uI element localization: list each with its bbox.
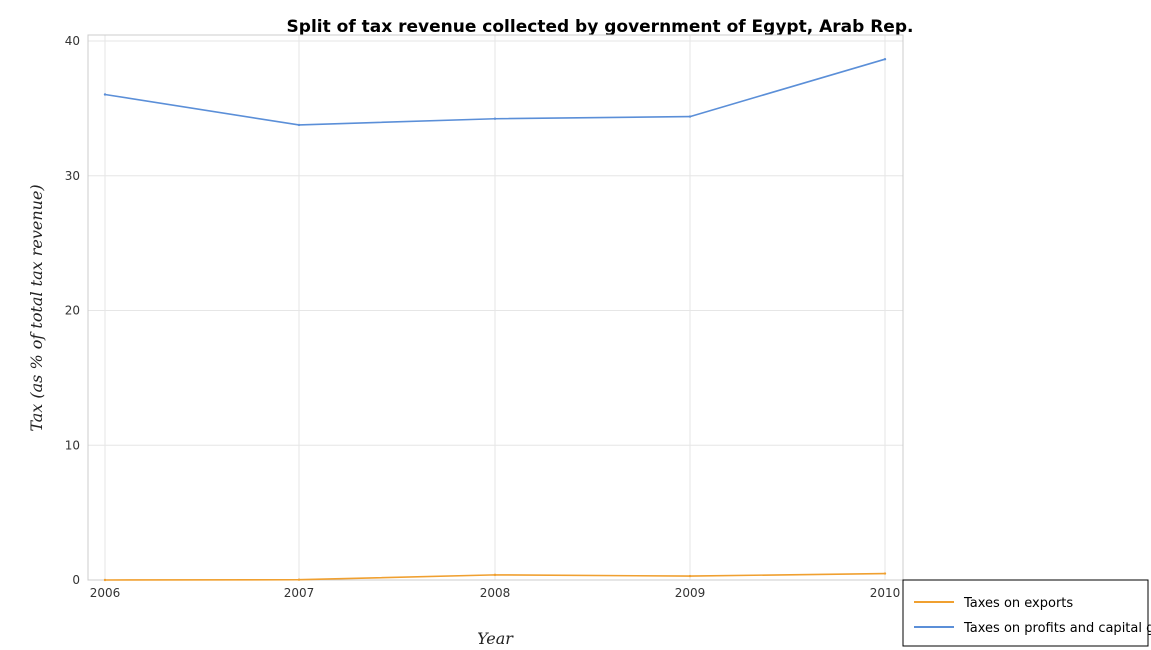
data-point [493, 117, 497, 120]
data-point [297, 123, 301, 127]
x-axis-label: Year [477, 629, 514, 648]
x-tick-label: 2006 [90, 586, 121, 600]
y-axis: 0 10 20 30 40 [65, 34, 80, 587]
x-tick-label: 2010 [870, 586, 901, 600]
x-tick-label: 2009 [675, 586, 706, 600]
legend-label-exports: Taxes on exports [963, 596, 1073, 611]
data-point [103, 578, 107, 582]
y-tick-label: 30 [65, 169, 80, 183]
data-point [688, 574, 692, 578]
grid [88, 35, 903, 581]
data-point [688, 115, 692, 118]
legend-label-profits: Taxes on profits and capital gains [963, 621, 1151, 636]
y-tick-label: 20 [65, 304, 80, 318]
plot-area [87, 34, 904, 581]
data-point [883, 572, 887, 575]
series-layer [103, 57, 887, 582]
y-tick-label: 0 [72, 573, 80, 587]
y-tick-label: 10 [65, 438, 80, 452]
y-axis-label: Tax (as % of total tax revenue) [27, 184, 46, 431]
data-point [493, 573, 497, 577]
x-tick-label: 2008 [480, 586, 511, 600]
y-tick-label: 40 [65, 34, 80, 48]
x-axis: 2006 2007 2008 2009 2010 [90, 586, 901, 600]
legend-box [902, 579, 1149, 647]
legend: Taxes on exports Taxes on profits and ca… [902, 579, 1151, 647]
x-tick-label: 2007 [284, 586, 315, 600]
data-point [883, 57, 887, 61]
chart-title: Split of tax revenue collected by govern… [287, 17, 914, 37]
data-point [297, 578, 301, 581]
data-point [103, 93, 107, 96]
